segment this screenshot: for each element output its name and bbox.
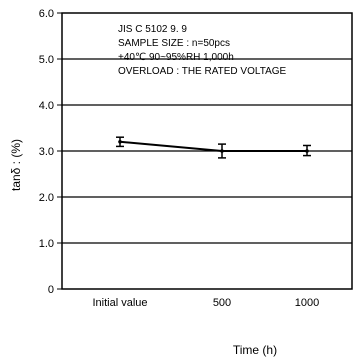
data-point (305, 149, 309, 153)
y-tick-label: 5.0 (39, 54, 54, 66)
y-tick-label: 6.0 (39, 8, 54, 20)
data-point (220, 149, 224, 153)
x-tick-label: 500 (213, 297, 231, 309)
series-group (116, 136, 311, 159)
y-tick-label: 1.0 (39, 238, 54, 250)
annotation-line-2: SAMPLE SIZE : n=50pcs (118, 38, 230, 49)
x-axis-title: Time (h) (233, 343, 277, 357)
y-tick-labels: 0 1.0 2.0 3.0 4.0 5.0 6.0 (39, 8, 62, 296)
x-tick-labels: Initial value 500 1000 (92, 297, 319, 309)
annotation-line-3: +40℃ 90~95%RH 1,000h (118, 52, 234, 63)
y-tick-label: 4.0 (39, 100, 54, 112)
gridlines (62, 58, 352, 244)
y-tick-label: 2.0 (39, 192, 54, 204)
test-conditions-annotation: JIS C 5102 9. 9 SAMPLE SIZE : n=50pcs +4… (118, 24, 287, 77)
data-point (118, 140, 122, 144)
x-tick-label: Initial value (92, 297, 147, 309)
y-tick-label: 3.0 (39, 146, 54, 158)
x-tick-label: 1000 (295, 297, 319, 309)
series-line (119, 140, 307, 152)
annotation-line-1: JIS C 5102 9. 9 (118, 24, 187, 35)
y-axis-title: tanδ : (%) (9, 139, 23, 191)
y-tick-label: 0 (48, 284, 54, 296)
annotation-line-4: OVERLOAD : THE RATED VOLTAGE (118, 66, 287, 77)
